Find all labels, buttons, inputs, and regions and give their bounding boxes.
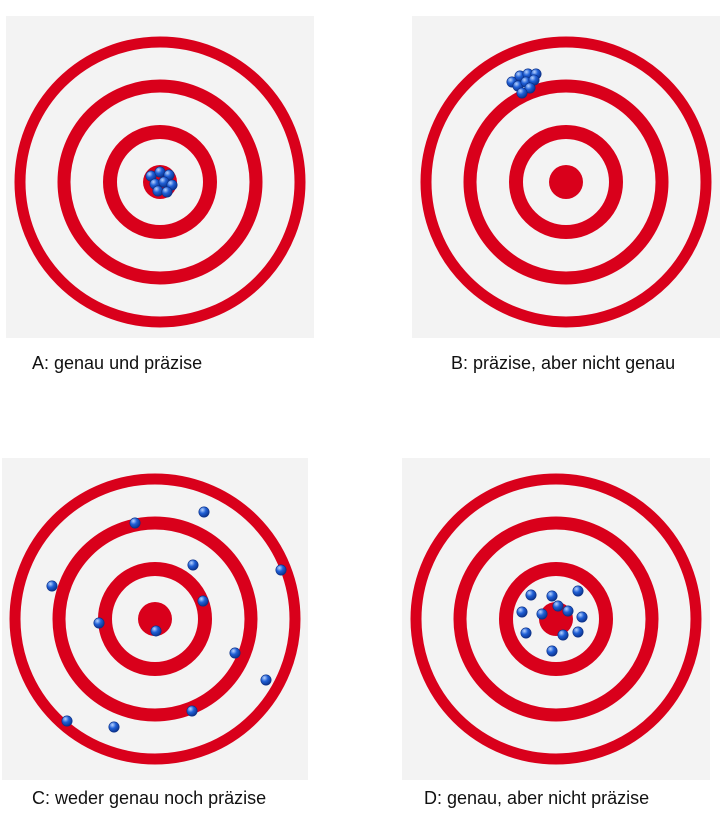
target-c-panel xyxy=(2,458,308,780)
target-b xyxy=(420,36,712,328)
shot-marker xyxy=(546,645,558,657)
shot-marker xyxy=(557,629,569,641)
shot-marker xyxy=(524,82,536,94)
inner-ring xyxy=(103,125,217,239)
middle-ring xyxy=(463,79,669,285)
shot-marker xyxy=(520,627,532,639)
target-c xyxy=(9,473,301,765)
caption-c: C: weder genau noch präzise xyxy=(32,788,267,808)
bullseye xyxy=(138,602,172,636)
target-a-panel xyxy=(6,16,314,338)
target-d xyxy=(410,473,702,765)
shot-marker xyxy=(161,186,173,198)
outer-ring xyxy=(420,36,712,328)
shot-marker xyxy=(572,585,584,597)
shot-marker xyxy=(129,517,141,529)
caption-a: A: genau und präzise xyxy=(32,353,203,373)
shot-marker xyxy=(572,626,584,638)
shot-marker xyxy=(525,589,537,601)
inner-ring xyxy=(509,125,623,239)
inner-ring xyxy=(499,562,613,676)
shot-marker xyxy=(516,87,528,99)
shot-marker xyxy=(562,605,574,617)
outer-ring xyxy=(410,473,702,765)
shot-marker xyxy=(546,590,558,602)
shot-marker xyxy=(150,625,162,637)
shot-marker xyxy=(576,611,588,623)
shot-marker xyxy=(93,617,105,629)
middle-ring xyxy=(57,79,263,285)
shot-marker xyxy=(197,595,209,607)
caption-d: D: genau, aber nicht präzise xyxy=(424,788,650,808)
shot-marker xyxy=(198,506,210,518)
inner-ring xyxy=(98,562,212,676)
shot-marker xyxy=(187,559,199,571)
middle-ring xyxy=(52,516,258,722)
shot-marker xyxy=(229,647,241,659)
shot-marker xyxy=(552,600,564,612)
shot-marker xyxy=(536,608,548,620)
target-b-panel xyxy=(412,16,720,338)
shot-marker xyxy=(260,674,272,686)
middle-ring xyxy=(453,516,659,722)
shot-marker xyxy=(275,564,287,576)
shot-marker xyxy=(61,715,73,727)
shot-marker xyxy=(186,705,198,717)
shot-marker xyxy=(108,721,120,733)
caption-b: B: präzise, aber nicht genau xyxy=(451,353,676,373)
target-d-panel xyxy=(402,458,710,780)
outer-ring xyxy=(9,473,301,765)
bullseye xyxy=(549,165,583,199)
shot-marker xyxy=(46,580,58,592)
shot-marker xyxy=(516,606,528,618)
target-a xyxy=(14,36,306,328)
outer-ring xyxy=(14,36,306,328)
